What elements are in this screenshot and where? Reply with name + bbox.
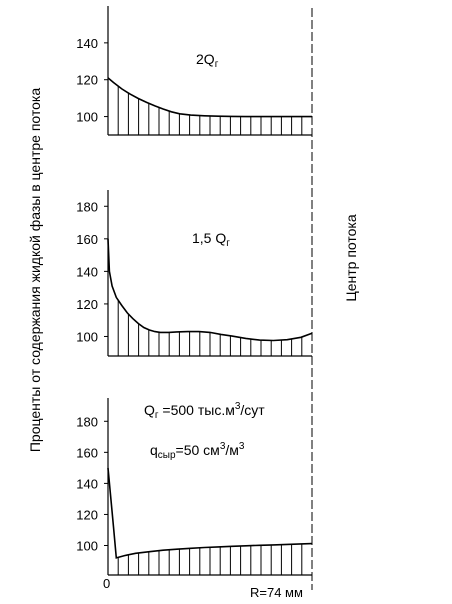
ann1-sup: 3: [235, 401, 241, 412]
panel-3-ticks: 100 120 140 160 180: [76, 414, 108, 554]
x-zero-label: 0: [103, 576, 110, 591]
y-tick-label: 140: [76, 36, 98, 51]
panel-3-annotation-2: qсыр=50 см3/м3: [150, 441, 245, 461]
panel-3-hatch: [117, 543, 303, 575]
panel-1-title-main: 2Q: [196, 51, 215, 67]
panel-3-curve: [107, 467, 313, 559]
panel-2-title: 1,5 Qг: [192, 230, 230, 249]
y-tick-label: 100: [76, 110, 98, 125]
panel-3-annotation-1: Qг =500 тыс.м3/сут: [144, 401, 265, 421]
panel-1-curve: [107, 77, 312, 118]
panel-1-ticks: 100 120 140: [76, 36, 108, 125]
ann2-rest: =50 см: [176, 442, 220, 458]
y-tick-label: 160: [76, 445, 98, 460]
panel-2-hatch: [117, 300, 303, 356]
y-tick-label: 100: [76, 539, 98, 554]
y-axis-label: Проценты от содержания жидкой фазы в цен…: [27, 88, 43, 452]
y-tick-label: 120: [76, 297, 98, 312]
panel-1-hatch: [117, 86, 303, 135]
panel-2-curve: [107, 238, 313, 342]
panel-2-title-main: 1,5 Q: [192, 230, 226, 246]
y-tick-label: 120: [76, 507, 98, 522]
panel-1-title-sub: г: [215, 59, 219, 70]
ann2-main: q: [150, 442, 158, 458]
ann2-sup: 3: [220, 441, 226, 452]
x-end-label: R=74 мм: [250, 585, 303, 600]
panel-1: 100 120 140 2Qг: [76, 6, 312, 136]
ann1-sub: г: [155, 410, 159, 421]
panel-2: 100 120 140 160 180 1,5 Qг: [76, 190, 313, 357]
ann2-sub: сыр: [158, 450, 176, 461]
panel-2-ticks: 100 120 140 160 180: [76, 199, 108, 344]
y-tick-label: 180: [76, 414, 98, 429]
ann2-sup2: 3: [239, 441, 245, 452]
ann2-mid: /м: [225, 442, 239, 458]
y-tick-label: 140: [76, 476, 98, 491]
ann1-tail: /сут: [240, 402, 265, 418]
ann1-rest: =500 тыс.м: [159, 402, 235, 418]
y-tick-label: 180: [76, 199, 98, 214]
y-tick-label: 140: [76, 264, 98, 279]
y-tick-label: 120: [76, 73, 98, 88]
ann1-main: Q: [144, 402, 155, 418]
y-tick-label: 100: [76, 329, 98, 344]
center-label: Центр потока: [343, 214, 359, 301]
panel-2-title-sub: г: [226, 238, 230, 249]
panel-1-title: 2Qг: [196, 51, 219, 70]
y-tick-label: 160: [76, 232, 98, 247]
